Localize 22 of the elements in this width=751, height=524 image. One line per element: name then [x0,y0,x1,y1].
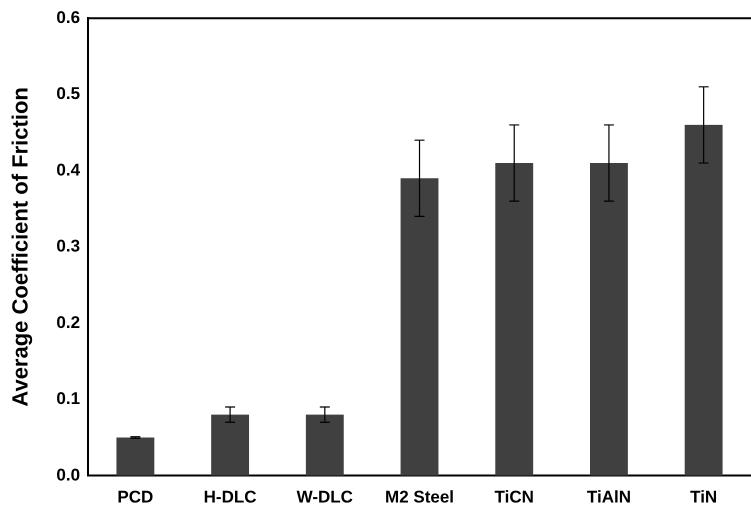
x-tick-label: TiAlN [586,487,631,506]
bar [590,163,628,476]
bar [400,178,438,476]
y-axis-title: Average Coefficient of Friction [7,87,32,407]
bar [684,124,723,476]
bar [495,163,534,476]
x-tick-label: TiCN [494,487,534,506]
x-tick-label: PCD [117,487,154,506]
y-tick-label: 0.2 [56,312,80,332]
bar [306,414,344,476]
y-tick-label: 0.6 [56,8,80,27]
x-tick-label: H-DLC [204,487,257,506]
y-tick-label: 0.0 [56,465,80,484]
y-tick-label: 0.1 [56,389,80,408]
y-tick-label: 0.5 [56,84,80,104]
x-tick-label: W-DLC [296,487,353,506]
x-tick-label: M2 Steel [385,487,454,506]
bar [116,437,154,476]
y-tick-label: 0.4 [56,160,81,180]
bar [211,414,250,476]
x-tick-label: TiN [690,487,718,506]
y-tick-label: 0.3 [56,236,80,256]
